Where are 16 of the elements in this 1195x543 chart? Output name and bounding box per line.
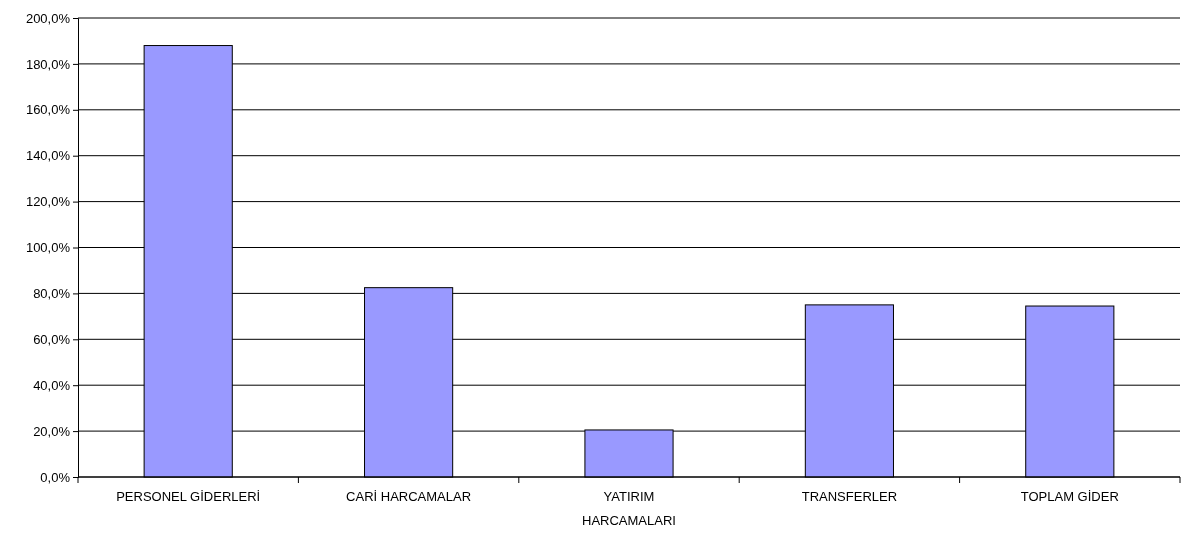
y-tick-label: 0,0% — [40, 469, 71, 485]
y-tick-label: 180,0% — [25, 56, 71, 72]
y-tick-label: 100,0% — [25, 240, 71, 256]
y-tick-label: 120,0% — [25, 194, 71, 210]
x-tick-label: YATIRIM HARCAMALARI — [582, 489, 676, 528]
x-tick-label: CARİ HARCAMALAR — [346, 489, 472, 504]
y-tick-label: 140,0% — [25, 148, 71, 164]
y-tick-label: 40,0% — [33, 377, 71, 393]
y-tick-label: 160,0% — [25, 102, 71, 118]
y-tick-label: 80,0% — [33, 286, 71, 302]
x-tick-label: PERSONEL GİDERLERİ — [116, 489, 261, 504]
y-tick-label: 200,0% — [25, 10, 71, 26]
x-tick-label: TOPLAM GİDER — [1020, 489, 1119, 504]
y-tick-label: 60,0% — [33, 331, 71, 347]
x-tick-label: TRANSFERLER — [801, 489, 898, 504]
y-tick-label: 20,0% — [33, 423, 71, 439]
